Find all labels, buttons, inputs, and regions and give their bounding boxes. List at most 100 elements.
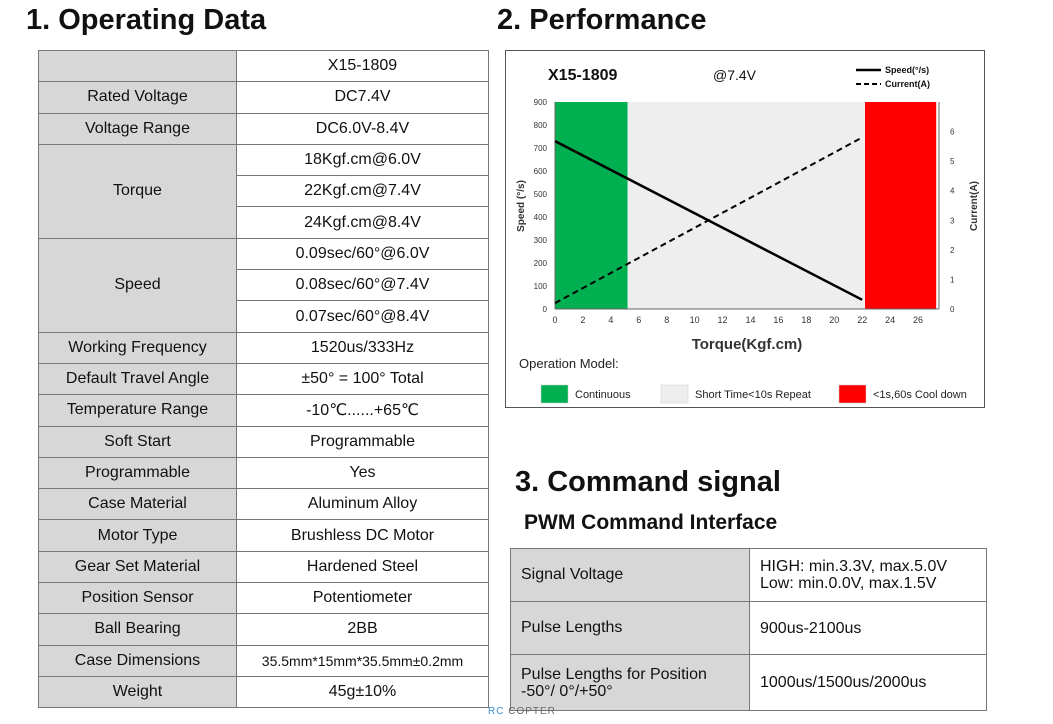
table-row: 22Kgf.cm@7.4V: [39, 175, 489, 208]
spec-value: Potentiometer: [236, 582, 489, 615]
y-tick-label: 0: [543, 305, 548, 314]
y2-tick-label: 3: [950, 216, 955, 225]
chart-title: X15-1809: [548, 67, 617, 84]
table-row: Signal Voltage HIGH: min.3.3V, max.5.0V …: [510, 548, 987, 602]
spec-value: 35.5mm*15mm*35.5mm±0.2mm: [236, 644, 489, 677]
cmd-value: HIGH: min.3.3V, max.5.0V Low: min.0.0V, …: [749, 548, 987, 602]
y2-tick-label: 6: [950, 128, 955, 137]
table-row: Programmable Yes: [38, 456, 489, 490]
cmd-value: 1000us/1500us/2000us: [749, 654, 987, 711]
command-signal-table: Signal Voltage HIGH: min.3.3V, max.5.0V …: [510, 548, 987, 711]
spec-label: Motor Type: [38, 519, 237, 552]
cmd-label: Pulse Lengths for Position -50°/ 0°/+50°: [510, 654, 750, 711]
torque-label: Torque: [38, 143, 237, 239]
table-row: X15-1809: [38, 49, 489, 83]
region-legend-label: Short Time<10s Repeat: [695, 389, 811, 401]
x-tick-label: 26: [913, 315, 923, 325]
spec-value: Hardened Steel: [236, 550, 489, 584]
table-row: Default Travel Angle ±50° = 100° Total: [38, 362, 489, 396]
x-axis-label: Torque(Kgf.cm): [692, 336, 803, 353]
x-tick-label: 22: [857, 315, 867, 325]
spec-label: Position Sensor: [38, 582, 237, 615]
cmd-value-line: HIGH: min.3.3V, max.5.0V: [760, 558, 948, 575]
operating-data-table: X15-1809 Rated Voltage DC7.4V Voltage Ra…: [38, 49, 489, 709]
x-tick-label: 14: [745, 315, 755, 325]
y-tick-label: 100: [534, 282, 548, 291]
cmd-label-line: Pulse Lengths for Position: [521, 665, 707, 683]
y-axis-label: Speed (°/s): [516, 180, 527, 232]
x-tick-label: 4: [608, 315, 613, 325]
y-tick-label: 800: [534, 121, 548, 130]
performance-chart-panel: 0 2 4 6 8 10 12 14 16 18 20 22 24 26 0 100 200 300 400 500 6…: [505, 50, 985, 408]
spec-label: Weight: [38, 675, 237, 709]
pwm-interface-subtitle: PWM Command Interface: [524, 511, 778, 534]
y2-tick-label: 5: [950, 157, 955, 166]
series-line: [554, 136, 863, 304]
spec-value: Programmable: [236, 425, 489, 458]
spec-value: 45g±10%: [236, 675, 489, 709]
y2-tick-label: 1: [950, 275, 955, 284]
y-tick-label: 300: [534, 236, 548, 245]
speed-value: 0.07sec/60°@8.4V: [236, 300, 489, 333]
table-row: Temperature Range -10℃......+65℃: [38, 394, 489, 427]
y-tick-label: 400: [534, 213, 548, 222]
table-row: Soft Start Programmable: [38, 425, 489, 458]
spec-label: Case Dimensions: [38, 644, 237, 677]
spec-value: Brushless DC Motor: [236, 519, 489, 552]
x-tick-label: 6: [636, 315, 641, 325]
spec-value: Yes: [236, 456, 489, 490]
spec-label: Case Material: [38, 488, 237, 521]
operation-region: [864, 102, 937, 309]
y2-tick-label: 2: [950, 246, 955, 255]
region-legend-swatch: [660, 384, 689, 404]
table-row: Motor Type Brushless DC Motor: [38, 519, 489, 552]
x-tick-label: 16: [773, 315, 783, 325]
legend-entry: Current(A): [885, 79, 930, 89]
torque-value: 18Kgf.cm@6.0V: [236, 143, 489, 177]
spec-label: Default Travel Angle: [38, 362, 237, 396]
x-tick-label: 8: [664, 315, 669, 325]
performance-title: 2. Performance: [497, 4, 707, 36]
table-row: Pulse Lengths for Position -50°/ 0°/+50°…: [510, 654, 987, 711]
speed-value: 0.08sec/60°@7.4V: [236, 269, 489, 302]
torque-value: 22Kgf.cm@7.4V: [236, 175, 489, 208]
table-row: Case Dimensions 35.5mm*15mm*35.5mm±0.2mm: [38, 644, 489, 677]
speed-value: 0.09sec/60°@6.0V: [236, 237, 489, 271]
spec-value: 1520us/333Hz: [236, 331, 489, 364]
y-tick-label: 600: [534, 167, 548, 176]
y-tick-label: 200: [534, 259, 548, 268]
performance-chart: 0 2 4 6 8 10 12 14 16 18 20 22 24 2601002003004005006…: [516, 65, 980, 404]
spec-label: Voltage Range: [38, 112, 237, 145]
spec-value: -10℃......+65℃: [236, 394, 489, 427]
cmd-value-line: Low: min.0.0V, max.1.5V: [760, 575, 937, 592]
watermark-rc: RC: [488, 706, 505, 717]
spec-value: 2BB: [236, 613, 489, 646]
table-row: Weight 45g±10%: [38, 675, 489, 709]
operating-data-title: 1. Operating Data: [26, 4, 267, 36]
spec-value: DC6.0V-8.4V: [236, 112, 489, 145]
torque-value: 24Kgf.cm@8.4V: [236, 206, 489, 239]
region-legend-label: <1s,60s Cool down: [873, 389, 967, 401]
x-tick-label: 10: [690, 315, 700, 325]
model-header: X15-1809: [236, 49, 489, 83]
operation-model-label: Operation Model:: [519, 356, 619, 371]
spec-value: Aluminum Alloy: [236, 488, 489, 521]
x-tick-label: 24: [885, 315, 895, 325]
spec-label: Temperature Range: [38, 394, 237, 427]
header-empty-cell: [38, 49, 237, 83]
table-row: Case Material Aluminum Alloy: [38, 488, 489, 521]
spec-label: Rated Voltage: [38, 81, 237, 114]
table-row: 0.07sec/60°@8.4V: [39, 300, 489, 333]
table-row: Position Sensor Potentiometer: [38, 582, 489, 615]
region-legend-swatch: [540, 384, 569, 404]
y-tick-label: 900: [534, 98, 548, 107]
x-tick-label: 2: [580, 315, 585, 325]
table-row: Voltage Range DC6.0V-8.4V: [38, 112, 489, 145]
spec-value: ±50° = 100° Total: [236, 362, 489, 396]
x-tick-label: 18: [801, 315, 811, 325]
table-row: Pulse Lengths 900us-2100us: [510, 601, 987, 655]
spec-label: Programmable: [38, 456, 237, 490]
table-row: Speed 0.09sec/60°@6.0V: [38, 237, 489, 333]
cmd-value: 900us-2100us: [749, 601, 987, 655]
table-row: Rated Voltage DC7.4V: [38, 81, 489, 114]
